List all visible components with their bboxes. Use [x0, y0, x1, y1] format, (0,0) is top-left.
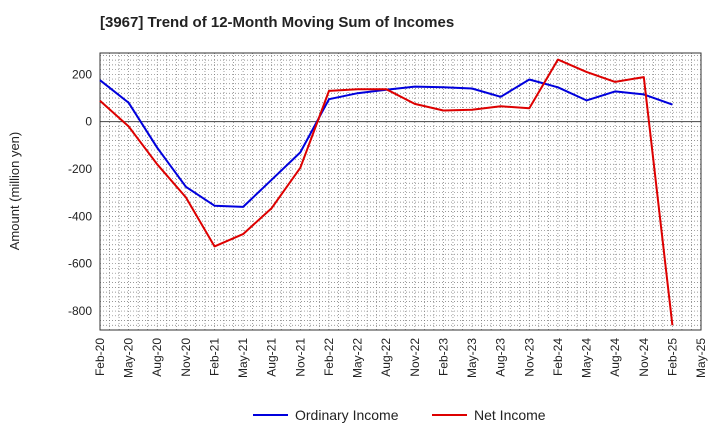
grid [100, 53, 701, 330]
y-tick-label: -400 [68, 209, 92, 223]
plot-border [99, 52, 702, 331]
x-tick-label: Aug-24 [608, 338, 622, 377]
x-tick-label: May-22 [351, 338, 365, 378]
x-tick-label: Aug-23 [494, 338, 508, 377]
y-tick-label: -600 [68, 257, 92, 271]
y-tick-label: 0 [85, 115, 92, 129]
plot-frame [99, 52, 702, 331]
x-tick-label: Nov-23 [522, 338, 536, 377]
x-tick-label: May-24 [580, 338, 594, 378]
x-tick-label: May-23 [465, 338, 479, 378]
x-tick-label: Aug-20 [150, 338, 164, 377]
legend-label: Net Income [474, 407, 546, 423]
x-tick-label: May-21 [236, 338, 250, 378]
y-tick-label: -200 [68, 162, 92, 176]
series-group [99, 58, 674, 326]
x-tick-labels: Feb-20 May-20 Aug-20 Nov-20 Feb-21 May-21 Aug-… [93, 338, 708, 378]
y-axis-label: Amount (million yen) [7, 132, 22, 251]
series-line-net-income [99, 58, 674, 326]
x-tick-label: Feb-23 [436, 338, 450, 376]
x-tick-label: Aug-22 [379, 338, 393, 377]
x-tick-label: May-20 [122, 338, 136, 378]
x-tick-label: Feb-21 [207, 338, 221, 376]
chart-title: [3967] Trend of 12-Month Moving Sum of I… [100, 14, 455, 31]
y-tick-labels: 200 0 -200 -400 -600 -800 [68, 67, 92, 318]
x-tick-label: May-25 [694, 338, 708, 378]
legend: Ordinary Income Net Income [253, 407, 546, 423]
y-tick-label: 200 [72, 67, 92, 81]
x-tick-label: Nov-21 [293, 338, 307, 377]
x-tick-label: Feb-22 [322, 338, 336, 376]
x-tick-label: Feb-20 [93, 338, 107, 376]
legend-label: Ordinary Income [295, 407, 399, 423]
y-tick-label: -800 [68, 304, 92, 318]
x-tick-label: Nov-20 [179, 338, 193, 377]
x-tick-label: Feb-25 [665, 338, 679, 376]
x-tick-label: Aug-21 [265, 338, 279, 377]
x-tick-label: Nov-24 [637, 338, 651, 377]
x-tick-label: Feb-24 [551, 338, 565, 376]
x-tick-label: Nov-22 [408, 338, 422, 377]
